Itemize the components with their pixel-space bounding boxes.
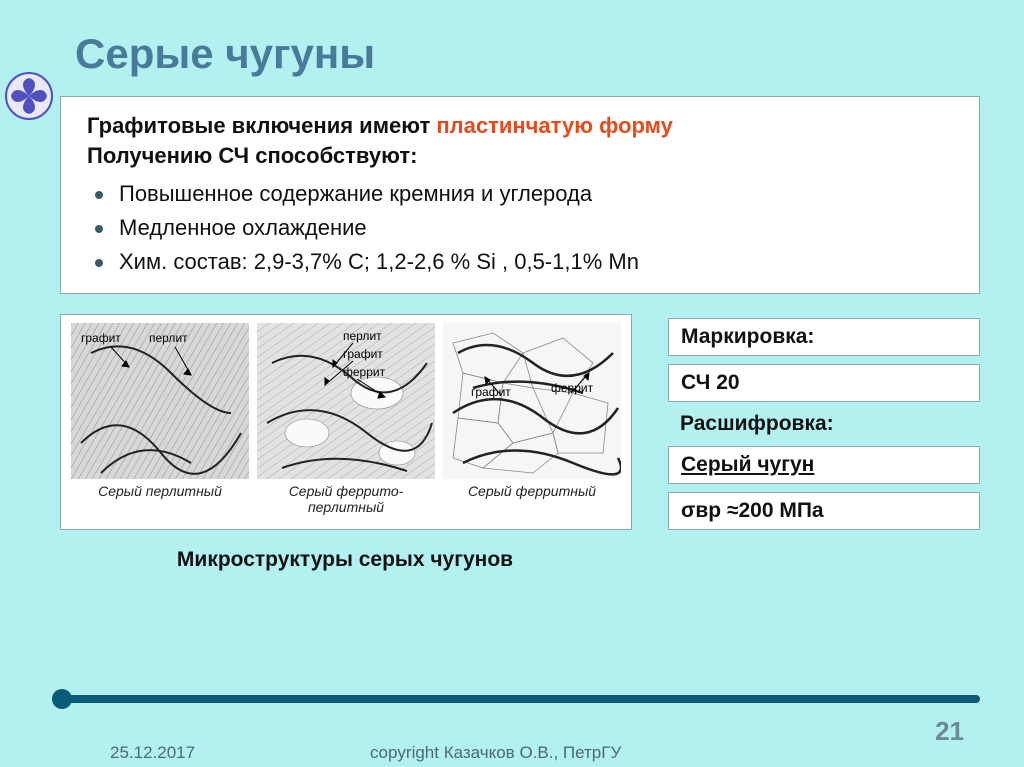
sigma-value: σвр ≈200 МПа xyxy=(668,492,980,530)
bullet-item: Медленное охлаждение xyxy=(91,211,959,245)
micro-image-ferritic: графит феррит xyxy=(443,323,621,479)
footer-date: 25.12.2017 xyxy=(110,743,195,763)
micro-caption: Серый ферритный xyxy=(443,483,621,515)
micro-image-ferrito-perlitic: перлит графит феррит xyxy=(257,323,435,479)
micro-image-perlitic: графит перлит xyxy=(71,323,249,479)
decode-label: Расшифровка: xyxy=(668,410,980,438)
micro-caption: Серый феррито- перлитный xyxy=(257,483,435,515)
bullet-item: Повышенное содержание кремния и углерода xyxy=(91,177,959,211)
subhead: Получению СЧ способствуют: xyxy=(87,143,959,169)
bullet-list: Повышенное содержание кремния и углерода… xyxy=(87,177,959,279)
annotation-ferrite: феррит xyxy=(551,381,593,395)
slide-logo-icon xyxy=(5,72,53,120)
annotation-graphite: графит xyxy=(81,331,121,345)
content-box: Графитовые включения имеют пластинчатую … xyxy=(60,96,980,294)
intro-line: Графитовые включения имеют пластинчатую … xyxy=(87,113,959,139)
marking-value: СЧ 20 xyxy=(668,364,980,402)
annotation-ferrite: феррит xyxy=(343,365,385,379)
right-column: Маркировка: СЧ 20 Расшифровка: Серый чуг… xyxy=(668,314,980,530)
marking-label: Маркировка: xyxy=(668,318,980,356)
annotation-graphite: графит xyxy=(471,385,511,399)
bullet-item: Хим. состав: 2,9-3,7% C; 1,2-2,6 % Si , … xyxy=(91,245,959,279)
footer-page-number: 21 xyxy=(935,716,964,747)
slide-title: Серые чугуны xyxy=(0,0,1024,78)
annotation-perlite: перлит xyxy=(149,331,188,345)
annotation-graphite: графит xyxy=(343,347,383,361)
decode-value: Серый чугун xyxy=(668,446,980,484)
footer-copyright: copyright Казачков О.В., ПетрГУ xyxy=(370,743,621,763)
intro-highlight: пластинчатую форму xyxy=(436,113,673,138)
intro-prefix: Графитовые включения имеют xyxy=(87,113,436,138)
annotation-perlite: перлит xyxy=(343,329,382,343)
microstructure-title: Микроструктуры серых чугунов xyxy=(60,548,630,572)
footer-divider xyxy=(60,695,980,703)
microstructure-figure: графит перлит xyxy=(60,314,632,530)
micro-caption: Серый перлитный xyxy=(71,483,249,515)
